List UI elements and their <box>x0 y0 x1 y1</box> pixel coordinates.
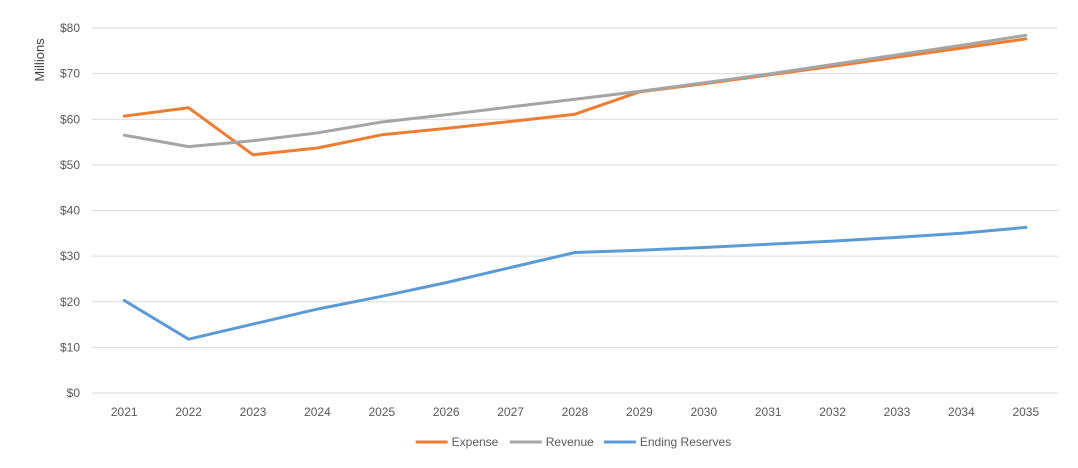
x-tick-label: 2022 <box>175 405 202 419</box>
legend-label-revenue: Revenue <box>546 435 594 449</box>
y-tick-label: $20 <box>60 295 80 309</box>
series-line-ending-reserves <box>122 225 1028 341</box>
x-tick-label: 2033 <box>884 405 911 419</box>
y-tick-label: $10 <box>60 340 80 354</box>
x-tick-label: 2025 <box>368 405 395 419</box>
series-lines <box>122 33 1028 341</box>
x-tick-label: 2028 <box>562 405 589 419</box>
y-axis-title: Millions <box>32 38 47 82</box>
x-tick-label: 2029 <box>626 405 653 419</box>
y-tick-label: $80 <box>60 21 80 35</box>
y-tick-label: $70 <box>60 67 80 81</box>
x-tick-label: 2021 <box>111 405 138 419</box>
legend-label-ending-reserves: Ending Reserves <box>640 435 731 449</box>
x-tick-label: 2032 <box>819 405 846 419</box>
gridlines <box>92 27 1058 394</box>
x-tick-label: 2034 <box>948 405 975 419</box>
x-tick-label: 2023 <box>240 405 267 419</box>
y-tick-label: $50 <box>60 158 80 172</box>
y-tick-label: $40 <box>60 204 80 218</box>
y-axis-ticks: $0 $10 $20 $30 $40 $50 $60 $70 $80 <box>60 21 80 400</box>
x-tick-label: 2026 <box>433 405 460 419</box>
x-tick-label: 2035 <box>1012 405 1039 419</box>
x-axis-ticks: 2021 2022 2023 2024 2025 2026 2027 2028 2029 2030… <box>111 405 1040 419</box>
y-tick-label: $0 <box>67 386 81 400</box>
y-tick-label: $30 <box>60 249 80 263</box>
y-tick-label: $60 <box>60 112 80 126</box>
series-line-revenue <box>122 33 1028 149</box>
x-tick-label: 2027 <box>497 405 524 419</box>
legend: Expense Revenue Ending Reserves <box>415 435 731 449</box>
x-tick-label: 2030 <box>690 405 717 419</box>
series-line-expense <box>122 37 1028 157</box>
x-tick-label: 2031 <box>755 405 782 419</box>
legend-label-expense: Expense <box>452 435 499 449</box>
x-tick-label: 2024 <box>304 405 331 419</box>
